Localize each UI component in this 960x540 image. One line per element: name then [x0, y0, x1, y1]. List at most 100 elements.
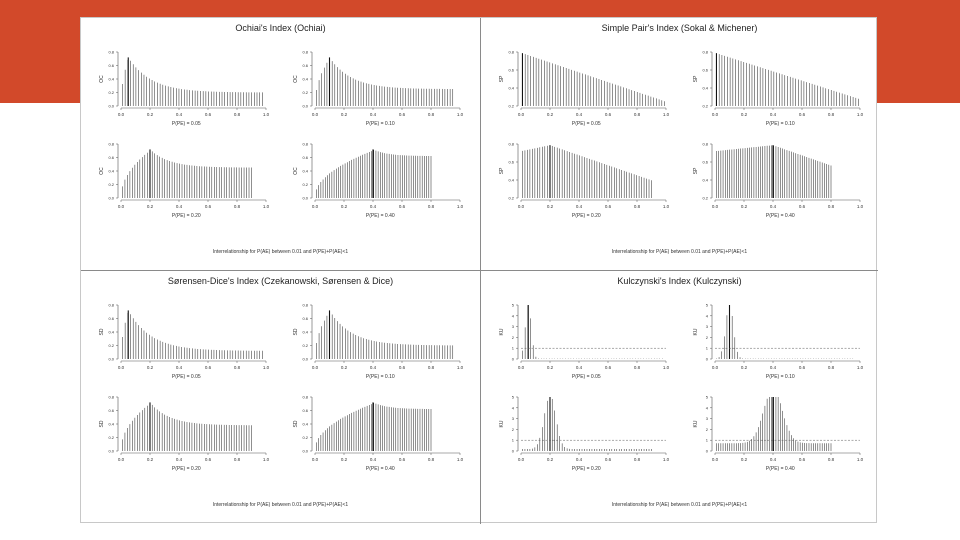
y-tick-label: 0.2 — [508, 104, 514, 109]
subplot-sorensen-dice-4: 0.0 0.2 0.4 0.6 0.8 1.0 0.0 0.2 0.4 0.6 0.8 SD P(PE)… — [293, 395, 464, 473]
x-axis-label: P(PE) = 0.10 — [766, 374, 795, 380]
y-tick-label: 2 — [512, 335, 515, 340]
x-tick-label: 0.2 — [547, 204, 554, 209]
x-tick-label: 1.0 — [457, 112, 464, 117]
y-tick-label: 0.8 — [108, 303, 114, 308]
x-tick-label: 0.2 — [341, 204, 348, 209]
y-tick-label: 0.2 — [702, 196, 708, 201]
y-tick-label: 0.2 — [302, 343, 308, 348]
x-tick-label: 0.6 — [605, 365, 612, 370]
y-tick-label: 5 — [706, 395, 709, 400]
x-tick-label: 0.2 — [341, 365, 348, 370]
panel-note: Interrelationship for P(AE) between 0.01… — [611, 502, 748, 508]
y-tick-label: 0.8 — [302, 50, 308, 55]
x-tick-label: 1.0 — [857, 365, 864, 370]
x-tick-label: 1.0 — [857, 204, 864, 209]
y-axis-label: KU — [499, 420, 505, 427]
y-tick-label: 0.2 — [108, 90, 114, 95]
x-tick-label: 0.2 — [741, 457, 748, 462]
x-tick-label: 0.8 — [634, 112, 641, 117]
y-axis-label: SD — [293, 420, 299, 427]
figure-sheet: Ochiai's Index (Ochiai) Interrelationshi… — [80, 17, 878, 524]
y-axis-label: SD — [99, 328, 105, 335]
panel-title: Kulczynski's Index (Kulczynski) — [617, 276, 742, 286]
x-tick-label: 0.6 — [205, 365, 212, 370]
x-tick-label: 1.0 — [457, 457, 464, 462]
y-tick-label: 0.8 — [302, 303, 308, 308]
x-tick-label: 0.2 — [147, 204, 154, 209]
x-tick-label: 0.4 — [176, 457, 183, 462]
y-axis-label: SP — [693, 167, 699, 174]
x-tick-label: 0.0 — [312, 112, 319, 117]
x-tick-label: 0.4 — [370, 204, 377, 209]
y-tick-label: 0.4 — [702, 86, 708, 91]
x-tick-label: 0.8 — [234, 457, 241, 462]
vertical-divider — [480, 18, 481, 524]
subplot-sorensen-dice-1: 0.0 0.2 0.4 0.6 0.8 1.0 0.0 0.2 0.4 0.6 0.8 SD P(PE)… — [99, 303, 270, 381]
subplot-sorensen-dice-3: 0.0 0.2 0.4 0.6 0.8 1.0 0.0 0.2 0.4 0.6 0.8 SD P(PE)… — [99, 395, 270, 473]
x-tick-label: 0.6 — [399, 365, 406, 370]
y-tick-label: 4 — [706, 313, 709, 318]
x-tick-label: 0.4 — [176, 112, 183, 117]
x-axis-label: P(PE) = 0.05 — [172, 121, 201, 127]
x-axis-label: P(PE) = 0.05 — [572, 374, 601, 380]
x-tick-label: 0.4 — [770, 365, 777, 370]
x-axis-label: P(PE) = 0.10 — [366, 121, 395, 127]
y-tick-label: 3 — [706, 324, 709, 329]
subplot-ochiai-3: 0.0 0.2 0.4 0.6 0.8 1.0 0.0 0.2 0.4 0.6 0.8 OC P(PE)… — [99, 142, 270, 220]
x-tick-label: 0.2 — [741, 365, 748, 370]
y-tick-label: 0.4 — [108, 422, 114, 427]
x-tick-label: 0.8 — [828, 365, 835, 370]
y-tick-label: 0.2 — [108, 182, 114, 187]
y-tick-label: 4 — [512, 313, 515, 318]
panel-title: Sørensen-Dice's Index (Czekanowski, Søre… — [167, 276, 394, 286]
y-tick-label: 0.6 — [702, 68, 708, 73]
y-axis-label: OC — [99, 167, 105, 175]
y-tick-label: 0.0 — [108, 357, 114, 362]
subplot-kulczynski-4: 0.0 0.2 0.4 0.6 0.8 1.0 0 1 2 3 4 5 KU P(PE) = 0.40 — [693, 395, 864, 473]
x-tick-label: 0.0 — [712, 457, 719, 462]
y-tick-label: 0.0 — [302, 449, 308, 454]
y-tick-label: 0.8 — [702, 142, 708, 147]
subplot-simple-pairs-3: 0.0 0.2 0.4 0.6 0.8 1.0 0.2 0.4 0.6 0.8 SP P(PE) = … — [499, 142, 670, 220]
x-tick-label: 0.2 — [341, 457, 348, 462]
y-tick-label: 3 — [512, 416, 515, 421]
panel-note: Interrelationship for P(AE) between 0.01… — [212, 249, 349, 255]
y-tick-label: 0.4 — [702, 178, 708, 183]
x-tick-label: 0.6 — [799, 457, 806, 462]
y-axis-label: SP — [499, 75, 505, 82]
subplot-kulczynski-1: 0.0 0.2 0.4 0.6 0.8 1.0 0 1 2 3 4 5 KU P(PE) = 0.05 — [499, 303, 670, 381]
y-tick-label: 0.4 — [108, 169, 114, 174]
y-tick-label: 0.2 — [302, 182, 308, 187]
x-tick-label: 0.2 — [147, 112, 154, 117]
x-tick-label: 0.8 — [634, 365, 641, 370]
x-tick-label: 0.8 — [828, 457, 835, 462]
x-axis-label: P(PE) = 0.40 — [766, 213, 795, 219]
y-tick-label: 0.0 — [108, 449, 114, 454]
x-tick-label: 0.8 — [234, 365, 241, 370]
panel-title: Simple Pair's Index (Sokal & Michener) — [601, 23, 758, 33]
y-tick-label: 4 — [512, 405, 515, 410]
y-axis-label: SD — [99, 420, 105, 427]
x-tick-label: 0.6 — [399, 204, 406, 209]
x-tick-label: 0.8 — [428, 457, 435, 462]
horizontal-divider — [81, 270, 878, 271]
y-tick-label: 3 — [512, 324, 515, 329]
y-tick-label: 0.2 — [702, 104, 708, 109]
y-tick-label: 0.4 — [508, 86, 514, 91]
x-axis-label: P(PE) = 0.10 — [366, 374, 395, 380]
x-tick-label: 0.0 — [712, 365, 719, 370]
y-tick-label: 0.0 — [302, 357, 308, 362]
x-tick-label: 0.4 — [770, 112, 777, 117]
x-tick-label: 0.0 — [118, 112, 125, 117]
y-tick-label: 0.2 — [108, 435, 114, 440]
y-tick-label: 0.4 — [302, 77, 308, 82]
y-axis-label: SP — [499, 167, 505, 174]
subplot-simple-pairs-4: 0.0 0.2 0.4 0.6 0.8 1.0 0.2 0.4 0.6 0.8 SP P(PE) = … — [693, 142, 864, 220]
y-axis-label: SD — [293, 328, 299, 335]
y-tick-label: 0.4 — [108, 77, 114, 82]
x-tick-label: 0.4 — [370, 365, 377, 370]
x-axis-label: P(PE) = 0.20 — [572, 213, 601, 219]
x-axis-label: P(PE) = 0.40 — [366, 213, 395, 219]
y-tick-label: 2 — [512, 427, 515, 432]
